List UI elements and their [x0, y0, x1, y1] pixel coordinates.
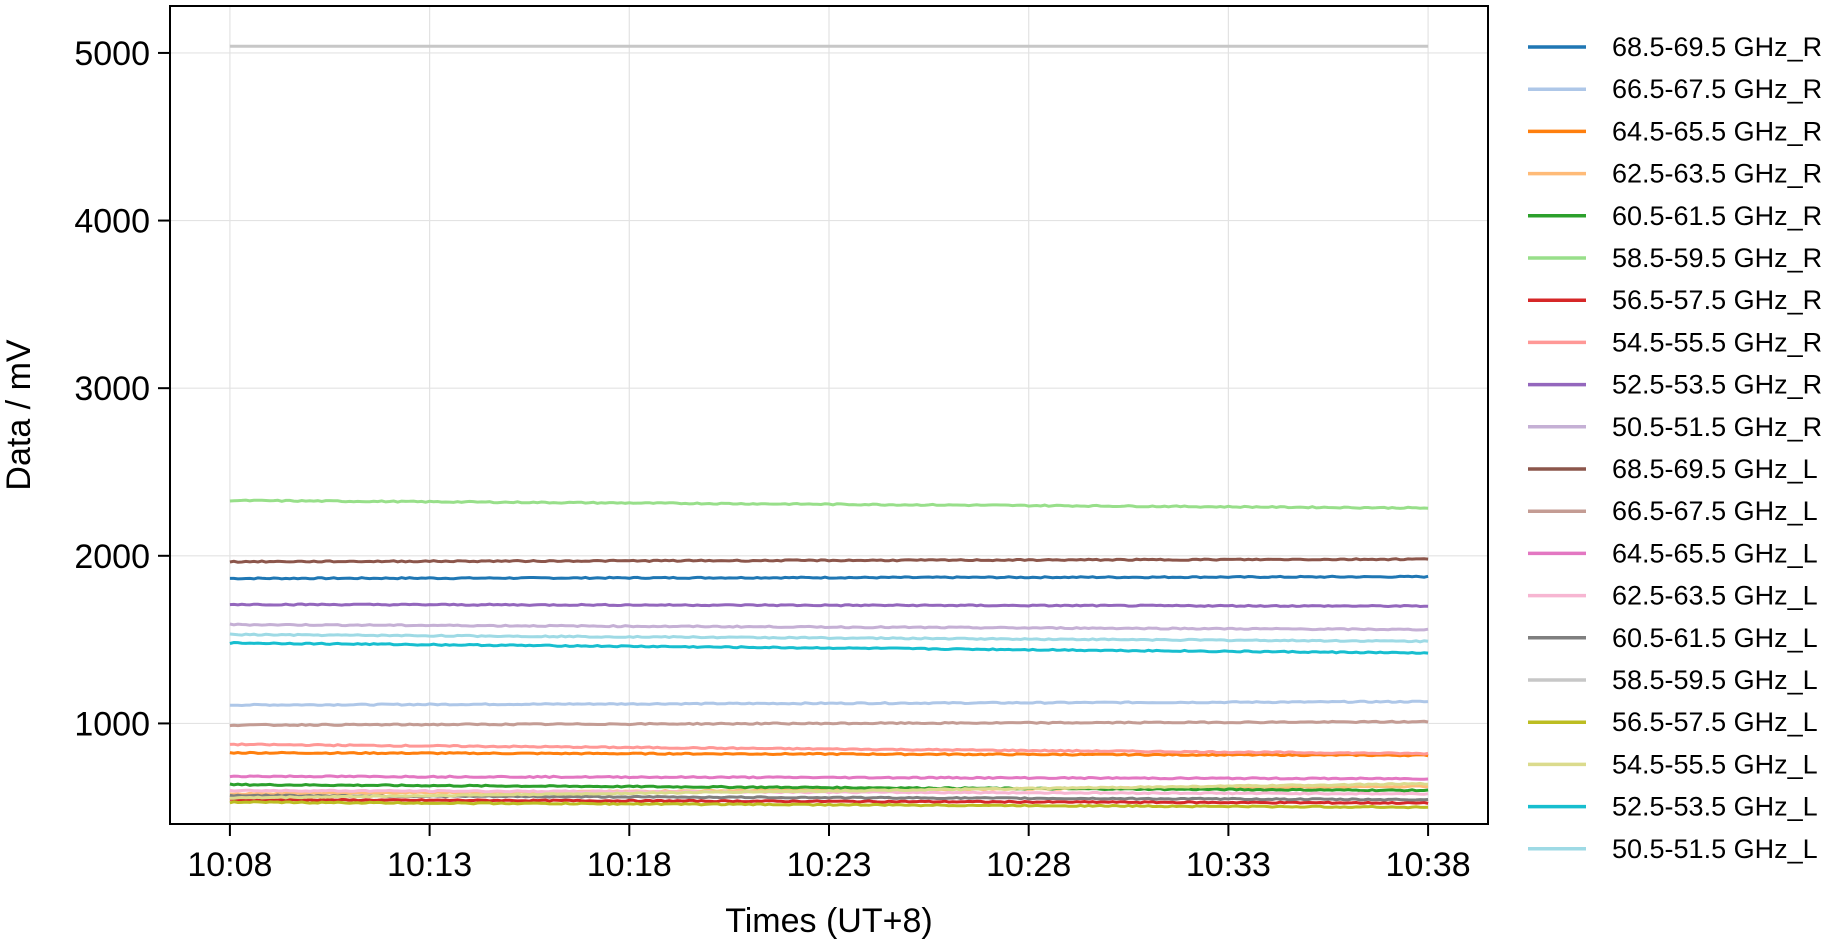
grid [170, 6, 1488, 824]
y-tick-label: 1000 [74, 705, 150, 743]
series-line-0 [229, 574, 1429, 581]
x-tick-label: 10:33 [1186, 846, 1271, 884]
legend-entry: 68.5-69.5 GHz_R [1612, 32, 1822, 62]
x-tick-label: 10:13 [387, 846, 472, 884]
x-axis-title: Times (UT+8) [725, 902, 932, 940]
legend-entry: 50.5-51.5 GHz_R [1612, 412, 1822, 442]
y-tick-label: 3000 [74, 370, 150, 408]
legend-entry: 58.5-59.5 GHz_R [1612, 243, 1822, 273]
series-line-12 [229, 774, 1429, 781]
legend-entry: 52.5-53.5 GHz_R [1612, 370, 1822, 400]
series-line-1 [229, 699, 1429, 708]
series-line-17 [229, 781, 1429, 800]
x-tick-label: 10:23 [786, 846, 871, 884]
y-axis: 1000 2000 3000 4000 5000 [74, 35, 170, 743]
series-lines [229, 44, 1429, 810]
series-line-8 [229, 602, 1429, 609]
x-tick-label: 10:08 [187, 846, 272, 884]
series-line-6 [229, 797, 1429, 805]
legend-entry: 64.5-65.5 GHz_L [1612, 538, 1818, 568]
x-tick-label: 10:38 [1386, 846, 1471, 884]
series-line-5 [229, 498, 1429, 510]
series-line-16 [229, 800, 1429, 810]
legend-entry: 60.5-61.5 GHz_R [1612, 201, 1822, 231]
legend-entry: 60.5-61.5 GHz_L [1612, 623, 1818, 653]
y-axis-title: Data / mV [0, 339, 38, 490]
series-line-4 [229, 782, 1429, 793]
legend: 68.5-69.5 GHz_R 66.5-67.5 GHz_R 64.5-65.5 … [1528, 32, 1822, 864]
legend-entry: 64.5-65.5 GHz_R [1612, 116, 1822, 146]
legend-entry: 56.5-57.5 GHz_R [1612, 285, 1822, 315]
series-line-7 [229, 742, 1429, 756]
legend-entry: 66.5-67.5 GHz_L [1612, 496, 1818, 526]
legend-entry: 62.5-63.5 GHz_L [1612, 581, 1818, 611]
legend-entry: 58.5-59.5 GHz_L [1612, 665, 1818, 695]
series-line-10 [229, 557, 1429, 564]
y-tick-label: 4000 [74, 203, 150, 241]
series-line-19 [229, 632, 1429, 644]
legend-entry: 56.5-57.5 GHz_L [1612, 707, 1818, 737]
series-line-18 [229, 640, 1429, 655]
series-line-2 [229, 750, 1429, 758]
x-tick-label: 10:28 [986, 846, 1071, 884]
series-line-11 [229, 719, 1429, 728]
x-axis: 10:08 10:13 10:18 10:23 10:28 10:33 10:38 [187, 824, 1471, 884]
y-tick-label: 5000 [74, 35, 150, 73]
legend-entry: 68.5-69.5 GHz_L [1612, 454, 1818, 484]
legend-entry: 52.5-53.5 GHz_L [1612, 792, 1818, 822]
x-tick-label: 10:18 [587, 846, 672, 884]
legend-entry: 62.5-63.5 GHz_R [1612, 159, 1822, 189]
y-tick-label: 2000 [74, 538, 150, 576]
series-line-9 [229, 622, 1429, 632]
legend-entry: 54.5-55.5 GHz_R [1612, 327, 1822, 357]
legend-entry: 66.5-67.5 GHz_R [1612, 74, 1822, 104]
legend-entry: 50.5-51.5 GHz_L [1612, 834, 1818, 864]
series-line-13 [229, 788, 1429, 796]
legend-entry: 54.5-55.5 GHz_L [1612, 749, 1818, 779]
